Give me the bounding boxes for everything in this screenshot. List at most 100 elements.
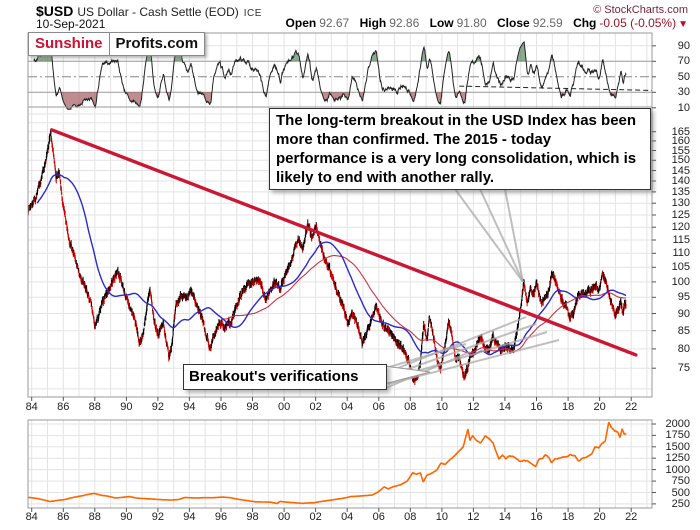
y-axis-label: 110 <box>672 247 690 260</box>
y-axis-label: 120 <box>671 221 690 234</box>
x-axis-label: 06 <box>372 401 385 413</box>
x-axis-label: 02 <box>309 401 322 413</box>
x-axis-label: 16 <box>530 511 543 523</box>
x-axis-label: 18 <box>561 401 575 413</box>
x-axis-label: 90 <box>120 401 133 413</box>
y-axis-label: 100 <box>671 275 690 288</box>
y-axis-label: 95 <box>677 291 690 304</box>
rsi-fill <box>359 92 365 101</box>
x-axis-label: 86 <box>57 401 70 413</box>
rsi-fill <box>200 92 212 105</box>
chart-date: 10-Sep-2021 <box>36 17 106 31</box>
gold-price-line <box>27 421 627 505</box>
x-axis-label: 98 <box>246 511 259 523</box>
watermark-sunshine: Sunshine <box>28 32 109 56</box>
x-axis-label: 22 <box>625 401 638 413</box>
x-axis-label: 08 <box>404 401 417 413</box>
rsi-fill <box>409 92 416 102</box>
y-axis-label: 105 <box>671 261 690 274</box>
exchange-name: ICE <box>243 8 262 19</box>
chg-value: -0.05 (-0.05%) <box>599 16 677 30</box>
y-axis-label: 90 <box>677 307 690 320</box>
y-axis-label: 500 <box>671 486 690 499</box>
rsi-fill <box>560 92 566 99</box>
ticker-symbol: $USD <box>36 3 74 19</box>
x-axis-label: 22 <box>625 511 638 523</box>
x-axis-label: 88 <box>88 401 101 413</box>
open-value: 92.67 <box>319 16 350 30</box>
gold-panel-frame <box>27 419 653 509</box>
x-axis-label: 00 <box>277 511 291 523</box>
x-axis-label: 04 <box>341 511 354 523</box>
x-axis-label: 14 <box>498 511 512 523</box>
high-label: High <box>359 16 387 30</box>
rsi-fill <box>370 50 378 62</box>
x-axis-label: 90 <box>120 511 133 523</box>
rsi-dashed-trendline <box>459 85 652 91</box>
rsi-line <box>33 41 627 110</box>
y-axis-label: 750 <box>671 475 690 488</box>
x-axis-label: 96 <box>214 401 228 413</box>
x-axis-label: 08 <box>404 511 417 523</box>
sunshine-profits-watermark: Sunshine Profits.com <box>28 32 206 56</box>
blue-ma-line <box>36 174 627 356</box>
y-axis-label: 155 <box>671 144 690 157</box>
ohlc-quote-row: Open 92.67 High 92.86 Low 91.80 Close 92.59 … <box>279 16 688 30</box>
y-axis-label: 10 <box>677 101 690 114</box>
y-axis-label: 140 <box>671 175 690 187</box>
y-axis-label: 90 <box>677 39 690 52</box>
low-value: 91.80 <box>456 16 487 30</box>
x-axis-label: 20 <box>593 401 606 413</box>
stockcharts-copyright: © StockCharts.com <box>593 4 688 16</box>
callout-beams <box>385 188 560 389</box>
x-axis-label: 10 <box>435 511 449 523</box>
x-axis-label: 06 <box>372 511 385 523</box>
rsi-fill <box>125 92 142 107</box>
y-axis-label: 130 <box>671 197 690 210</box>
x-axis-label: 02 <box>309 511 322 523</box>
x-axis-label: 12 <box>467 401 480 413</box>
x-axis-label: 96 <box>214 511 228 523</box>
rsi-fill <box>476 55 481 62</box>
y-axis-label: 150 <box>671 154 690 167</box>
x-axis-label: 12 <box>467 511 480 523</box>
y-axis-label: 80 <box>677 342 690 355</box>
y-axis-label: 135 <box>671 185 690 198</box>
y-axis-label: 70 <box>677 55 690 68</box>
x-axis-label: 94 <box>183 511 196 523</box>
y-axis-label: 160 <box>671 134 690 147</box>
x-axis-label: 18 <box>561 511 575 523</box>
rsi-fill <box>61 92 98 110</box>
high-value: 92.86 <box>389 16 420 30</box>
red-ma-line <box>221 255 627 354</box>
y-axis-label: 125 <box>671 209 690 221</box>
open-label: Open <box>285 16 317 30</box>
x-axis-label: 86 <box>57 511 70 523</box>
watermark-profits: Profits.com <box>108 32 206 56</box>
x-axis-label: 14 <box>498 401 512 413</box>
y-axis-label: 1500 <box>665 440 690 453</box>
annotation-breakout-verifications: Breakout's verifications <box>183 364 387 390</box>
x-axis-label: 92 <box>151 401 165 413</box>
y-axis-label: 1750 <box>665 429 690 442</box>
y-axis-label: 2000 <box>665 418 690 430</box>
y-axis-label: 85 <box>677 324 690 337</box>
x-axis-label: 10 <box>435 401 449 413</box>
y-axis-label: 145 <box>671 164 690 177</box>
x-axis-label: 94 <box>183 401 196 413</box>
instrument-name: US Dollar - Cash Settle (EOD) <box>77 5 239 19</box>
x-axis-label: 04 <box>341 401 354 413</box>
y-axis-label: 30 <box>677 86 690 99</box>
x-axis-label: 88 <box>88 511 101 523</box>
close-value: 92.59 <box>532 16 563 30</box>
rsi-fill <box>517 41 526 62</box>
close-label: Close <box>497 16 530 30</box>
low-label: Low <box>429 16 454 30</box>
y-axis-label: 75 <box>677 362 690 375</box>
chg-label: Chg <box>573 16 597 30</box>
y-axis-label: 50 <box>677 70 690 83</box>
x-axis-label: 16 <box>530 401 543 413</box>
x-axis-label: 84 <box>25 511 38 523</box>
